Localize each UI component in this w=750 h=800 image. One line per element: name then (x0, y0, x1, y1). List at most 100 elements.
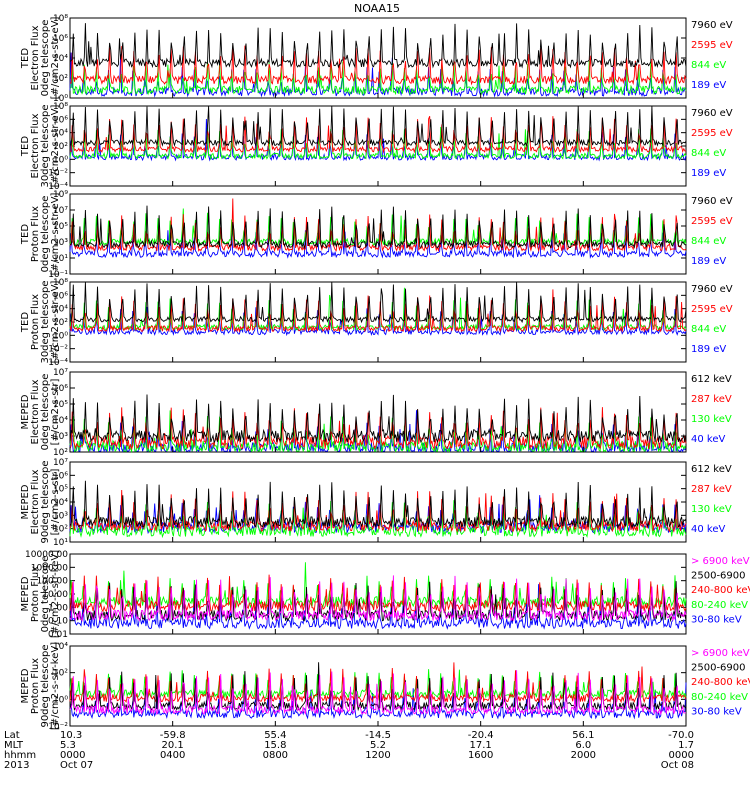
y-tick-label: 10³ (53, 238, 68, 248)
y-tick-label: 10² (53, 74, 68, 84)
y-tick-label: 10⁶ (53, 34, 68, 44)
legend-entry: > 6900 keV (691, 556, 750, 567)
series-line-green (69, 669, 687, 700)
series-line-black (69, 480, 687, 529)
legend-entry: 844 eV (691, 60, 726, 71)
y-tick-label: 10⁴ (53, 416, 68, 426)
x-row-label: hhmm (4, 750, 36, 761)
x-tick-label: 1.7 (678, 740, 694, 751)
y-tick-label: 10⁰ (53, 695, 68, 705)
y-axis-label: TEDElectron Flux30deg telescope[#/cm2-s-… (20, 104, 61, 187)
legend-entry: 240-800 keV (691, 585, 750, 596)
series-line-black (69, 205, 687, 250)
legend-entry: 287 keV (691, 484, 732, 495)
series-line-magenta (69, 575, 687, 622)
x-tick-label: Oct 08 (661, 760, 694, 771)
y-tick-label: 10⁴ (53, 642, 68, 652)
panel-7: 10000.00 1000.00 100.00 10.00 1.00 0.10 0.01ME… (20, 550, 750, 640)
y-tick-label: 10⁴ (53, 498, 68, 508)
x-tick-label: 0800 (263, 750, 288, 761)
y-tick-label: 10⁵ (53, 222, 68, 232)
legend-entry: 2595 eV (691, 40, 733, 51)
x-row-label: 2013 (4, 760, 29, 771)
y-tick-label: 10⁰ (53, 94, 68, 104)
y-tick-label: 10⁵ (53, 400, 68, 410)
legend-entry: 189 eV (691, 168, 726, 179)
x-row-label: MLT (4, 740, 24, 751)
y-tick-label: 10⁶ (53, 471, 68, 481)
y-tick-label: 10⁴ (53, 54, 68, 64)
y-tick-label: 10⁻⁴ (48, 182, 68, 192)
legend-entry: 80-240 keV (691, 692, 748, 703)
series-line-green (69, 562, 687, 610)
series-line-blue (69, 410, 687, 453)
series-line-black (69, 23, 687, 69)
y-tick-label: 10⁷ (53, 458, 68, 468)
x-tick-label: 0400 (160, 750, 185, 761)
x-tick-label: 1600 (468, 750, 493, 761)
legend-entry: 130 keV (691, 504, 732, 515)
y-tick-label: 10² (53, 448, 68, 458)
y-tick-label: 10⁻² (48, 169, 68, 179)
x-tick-label: -59.8 (160, 730, 186, 741)
series-line-red (69, 289, 687, 333)
y-tick-label: 10² (53, 669, 68, 679)
series-line-red (69, 116, 687, 154)
legend-entry: 2500-6900 (691, 663, 746, 674)
legend-entry: 189 eV (691, 80, 726, 91)
legend-entry: 2595 eV (691, 304, 733, 315)
x-tick-label: 17.1 (470, 740, 492, 751)
series-line-blue (69, 682, 687, 720)
series-line-red (69, 45, 687, 86)
legend-entry: > 6900 keV (691, 648, 750, 659)
x-tick-label: 1200 (365, 750, 390, 761)
legend-entry: 7960 eV (691, 196, 733, 207)
x-tick-label: 5.3 (60, 740, 76, 751)
legend-entry: 844 eV (691, 324, 726, 335)
y-tick-label: 10⁸ (53, 14, 68, 24)
legend-entry: 2595 eV (691, 128, 733, 139)
y-tick-label: 10² (53, 142, 68, 152)
y-tick-label: 10000.00 (25, 550, 68, 560)
y-axis-label: MEPEDProton Flux0deg telescope[#/cm2-s-s… (20, 550, 61, 638)
y-tick-label: 10⁷ (53, 368, 68, 378)
legend-entry: 189 eV (691, 256, 726, 267)
x-tick-label: Oct 07 (60, 760, 93, 771)
y-tick-label: 10⁻¹ (48, 270, 68, 280)
y-tick-label: 10⁶ (53, 384, 68, 394)
x-tick-label: -14.5 (365, 730, 391, 741)
series-line-magenta (69, 670, 687, 716)
legend-entry: 130 keV (691, 414, 732, 425)
legend-entry: 844 eV (691, 236, 726, 247)
y-tick-label: 1.00 (48, 603, 68, 613)
x-tick-label: 20.1 (162, 740, 184, 751)
y-tick-label: 10¹ (53, 254, 68, 264)
y-axis-label: TEDElectron Flux0deg telescope[#/cm2-s-s… (20, 17, 61, 100)
legend-entry: 844 eV (691, 148, 726, 159)
y-tick-label: 100.00 (37, 577, 69, 587)
y-axis-label: TEDProton Flux30deg telescope[#/cm2-s-st… (20, 280, 61, 363)
y-tick-label: 0.10 (48, 617, 68, 627)
series-line-black (69, 581, 687, 623)
y-tick-label: 10⁰ (53, 331, 68, 341)
x-tick-label: 10.3 (60, 730, 82, 741)
legend-entry: 612 keV (691, 464, 732, 475)
legend-entry: 240-800 keV (691, 677, 750, 688)
x-tick-label: 0000 (60, 750, 85, 761)
x-tick-label: -20.4 (468, 730, 494, 741)
y-tick-label: 10.00 (42, 590, 68, 600)
y-tick-label: 10³ (53, 432, 68, 442)
legend-entry: 612 keV (691, 374, 732, 385)
legend-entry: 40 keV (691, 434, 725, 445)
panel-frame (69, 281, 687, 363)
y-tick-label: 10⁴ (53, 129, 68, 139)
panel-frame (69, 193, 687, 275)
series-line-blue (69, 225, 687, 259)
legend-entry: 7960 eV (691, 284, 733, 295)
y-tick-label: 10² (53, 318, 68, 328)
y-tick-label: 10⁹ (53, 190, 68, 200)
